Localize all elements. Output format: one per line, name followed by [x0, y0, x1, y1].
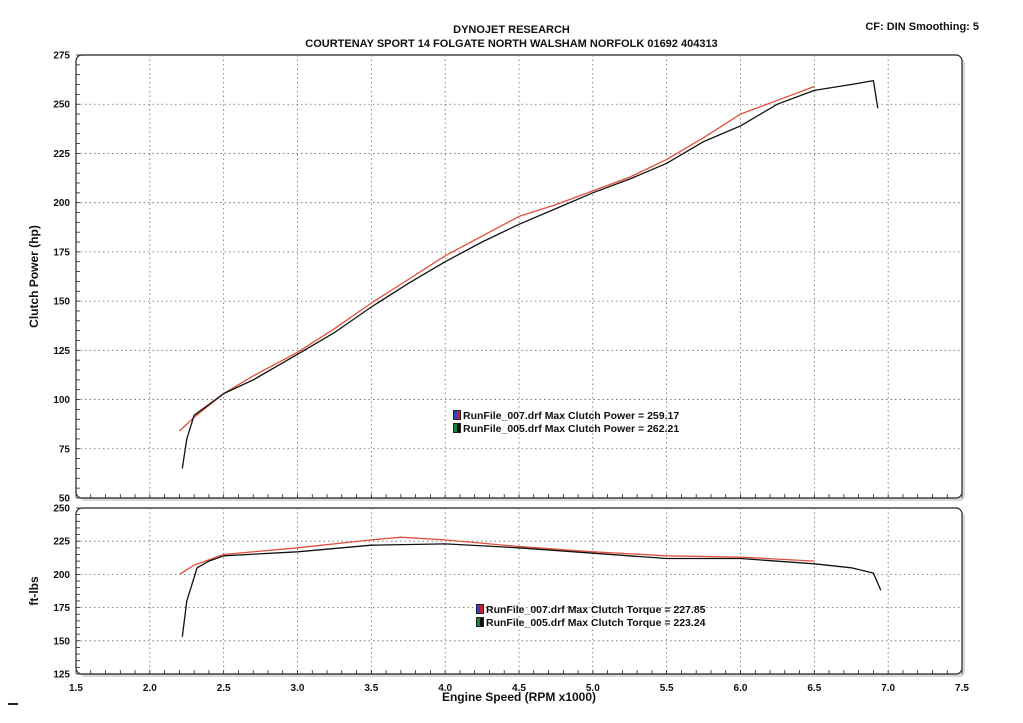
xlabel: Engine Speed (RPM x1000)	[442, 690, 596, 704]
torque-legend-item-1: RunFile_007.drf Max Clutch Torque = 227.…	[476, 604, 706, 616]
torque-legend-label-1: RunFile_007.drf Max Clutch Torque = 227.…	[486, 604, 706, 616]
torque-ytick-label: 125	[53, 670, 70, 681]
torque-series-line-2	[181, 543, 882, 637]
torque-ylabel: ft-lbs	[27, 576, 41, 606]
power-legend-label-1: RunFile_007.drf Max Clutch Power = 259.1…	[463, 410, 680, 422]
power-ytick-label: 75	[59, 444, 71, 455]
power-ylabel: Clutch Power (hp)	[27, 225, 41, 328]
power-legend-item-1: RunFile_007.drf Max Clutch Power = 259.1…	[453, 410, 679, 422]
power-ytick-label: 150	[53, 297, 70, 308]
torque-ytick-label: 250	[53, 504, 70, 515]
power-ytick-label: 275	[53, 51, 70, 62]
legend-swatch-icon	[453, 410, 461, 420]
xtick-label: 5.0	[586, 683, 600, 694]
power-ytick-label: 175	[53, 247, 70, 258]
xtick-label: 4.0	[438, 683, 452, 694]
correction-factor-label: CF: DIN Smoothing: 5	[865, 21, 979, 33]
power-legend-item-2: RunFile_005.drf Max Clutch Power = 262.2…	[453, 423, 679, 435]
xtick-label: 6.0	[734, 683, 748, 694]
power-ytick-label: 100	[53, 395, 70, 406]
chart-title: DYNOJET RESEARCH	[453, 24, 570, 36]
xtick-label: 6.5	[807, 683, 821, 694]
torque-legend-item-2: RunFile_005.drf Max Clutch Torque = 223.…	[476, 617, 706, 629]
xtick-label: 2.0	[143, 683, 157, 694]
torque-ytick-label: 225	[53, 537, 70, 548]
power-ytick-label: 200	[53, 198, 70, 209]
torque-ytick-label: 200	[53, 570, 70, 581]
power-legend-label-2: RunFile_005.drf Max Clutch Power = 262.2…	[463, 423, 680, 435]
xtick-label: 3.0	[291, 683, 305, 694]
power-ytick-label: 250	[53, 100, 70, 111]
torque-ytick-label: 150	[53, 636, 70, 647]
page-mark	[8, 703, 18, 705]
torque-legend-label-2: RunFile_005.drf Max Clutch Torque = 223.…	[486, 617, 706, 629]
legend-swatch-icon	[453, 423, 461, 433]
legend-swatch-icon	[476, 617, 484, 627]
legend-swatch-icon	[476, 604, 484, 614]
xtick-label: 3.5	[364, 683, 378, 694]
torque-series-line-1	[179, 536, 815, 575]
power-series-line-2	[181, 79, 879, 469]
xtick-label: 5.5	[660, 683, 674, 694]
xtick-label: 2.5	[217, 683, 231, 694]
power-ytick-label: 125	[53, 346, 70, 357]
torque-ytick-label: 175	[53, 603, 70, 614]
xtick-label: 7.5	[955, 683, 969, 694]
power-series-line-1	[178, 85, 815, 432]
torque-panel-frame	[75, 507, 963, 675]
chart-subtitle: COURTENAY SPORT 14 FOLGATE NORTH WALSHAM…	[305, 38, 718, 50]
power-ytick-label: 50	[59, 494, 71, 505]
xtick-label: 1.5	[69, 683, 83, 694]
power-ytick-label: 225	[53, 149, 70, 160]
xtick-label: 7.0	[881, 683, 895, 694]
xtick-label: 4.5	[512, 683, 526, 694]
